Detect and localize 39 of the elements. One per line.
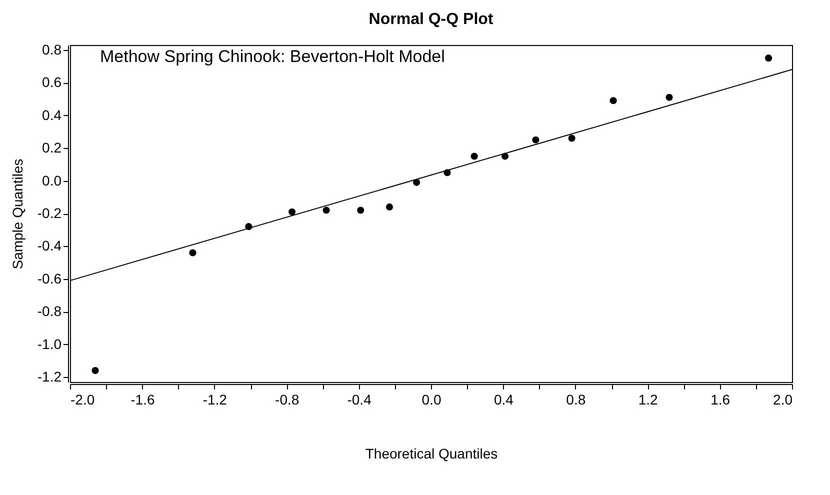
y-axis-title: Sample Quantiles (9, 158, 26, 270)
x-tick-label: 1.2 (638, 392, 658, 408)
y-tick-label: 0.0 (42, 172, 62, 188)
point (666, 94, 673, 101)
x-tick-label: 0.0 (422, 392, 442, 408)
chart-title: Normal Q-Q Plot (368, 10, 494, 28)
x-tick-label: -1.6 (130, 392, 155, 408)
y-tick-label: -0.4 (37, 238, 62, 254)
y-tick-label: -0.8 (37, 303, 62, 320)
x-tick-label: -1.2 (202, 392, 228, 408)
point (765, 54, 772, 62)
point (610, 97, 617, 104)
point (322, 206, 330, 214)
y-tick-label: -0.6 (37, 270, 62, 286)
point (568, 134, 576, 142)
y-tick-label: 0.8 (42, 41, 62, 58)
point (413, 178, 420, 186)
point (470, 152, 478, 160)
annotation: Methow Spring Chinook: Beverton-Holt Model (100, 47, 445, 66)
point (288, 208, 296, 216)
point (357, 206, 364, 214)
x-tick-label: -2.0 (70, 392, 95, 408)
point (92, 367, 99, 374)
y-tick-label: 0.2 (42, 140, 62, 156)
point (532, 136, 540, 144)
point (189, 249, 196, 256)
x-axis-title: Theoretical Quantiles (365, 446, 498, 462)
y-tick-label: -1.2 (37, 368, 62, 385)
y-tick-label: -0.2 (37, 205, 62, 221)
y-tick-label: 0.4 (42, 106, 62, 123)
x-tick-label: 0.4 (494, 392, 514, 408)
x-tick-label: -0.8 (275, 392, 300, 408)
x-tick-label: 0.8 (566, 392, 586, 408)
x-tick-label: -0.4 (347, 392, 372, 408)
point (386, 203, 394, 210)
y-tick-label: 0.6 (42, 74, 62, 90)
x-tick-label: 1.6 (710, 392, 730, 408)
x-tick-label: 2.0 (773, 392, 793, 408)
y-tick-label: -1.0 (37, 336, 62, 352)
